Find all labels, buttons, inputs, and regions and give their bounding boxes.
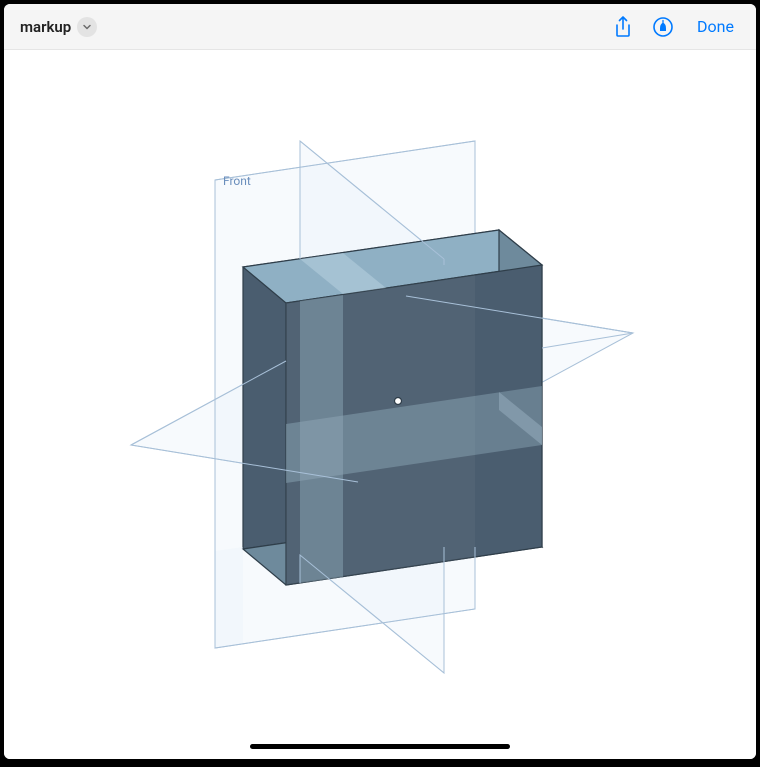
markup-pen-icon <box>652 16 674 38</box>
title-menu-button[interactable] <box>77 17 97 37</box>
plane-label-front: Front <box>223 174 251 188</box>
done-label: Done <box>697 17 734 36</box>
chevron-down-icon <box>82 22 92 32</box>
document-title: markup <box>20 18 71 36</box>
pivot-point[interactable] <box>395 398 402 405</box>
home-indicator[interactable] <box>250 744 510 749</box>
share-icon <box>613 16 633 38</box>
share-button[interactable] <box>607 11 639 43</box>
app-frame: markup Done <box>4 4 756 759</box>
cad-scene <box>4 50 756 759</box>
done-button[interactable]: Done <box>691 17 740 36</box>
document-title-group[interactable]: markup <box>20 17 97 37</box>
toolbar: markup Done <box>4 4 756 50</box>
canvas-viewport[interactable]: Front <box>4 50 756 759</box>
markup-tool-button[interactable] <box>647 11 679 43</box>
